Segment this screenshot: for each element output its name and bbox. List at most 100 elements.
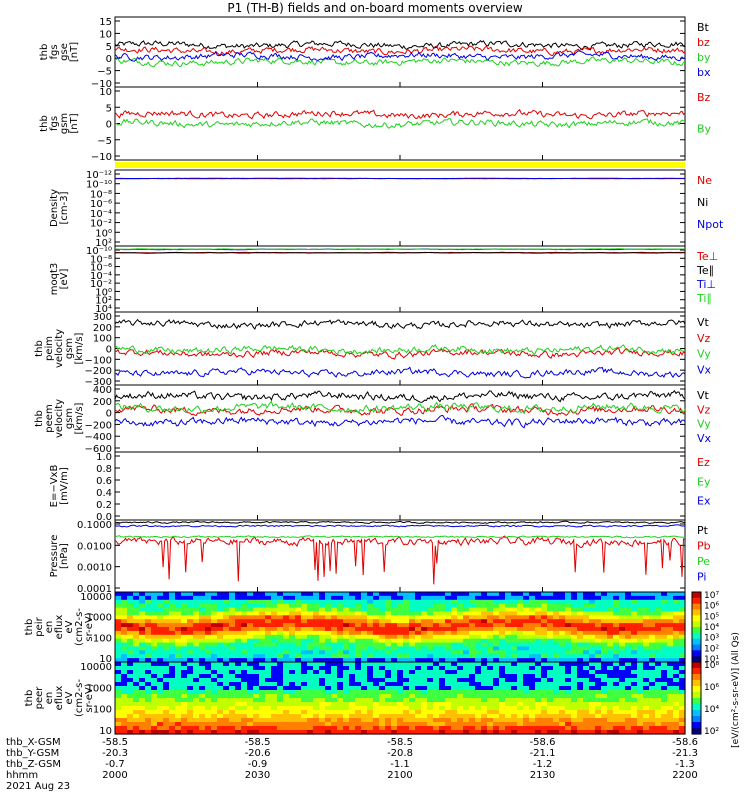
heatmap-cell <box>145 718 152 723</box>
heatmap-cell <box>241 726 248 731</box>
heatmap-cell <box>373 603 380 609</box>
heatmap-cell <box>517 627 524 632</box>
heatmap-cell <box>337 718 344 723</box>
heatmap-cell <box>583 638 590 644</box>
heatmap-cell <box>349 619 356 624</box>
heatmap-cell <box>559 722 566 727</box>
heatmap-cell <box>373 619 380 624</box>
heatmap-cell <box>199 630 206 636</box>
heatmap-cell <box>487 642 494 648</box>
heatmap-cell <box>595 611 602 616</box>
heatmap-cell <box>265 666 272 671</box>
heatmap-cell <box>385 592 392 597</box>
heatmap-cell <box>205 730 212 735</box>
heatmap-cell <box>259 690 266 695</box>
heatmap-cell <box>463 702 470 707</box>
heatmap-cell <box>631 603 638 609</box>
heatmap-cell <box>487 718 494 723</box>
heatmap-cell <box>325 607 332 613</box>
heatmap-cell <box>349 595 356 601</box>
legend-Bz: Bz <box>697 91 711 104</box>
heatmap-cell <box>271 670 278 675</box>
heatmap-cell <box>583 646 590 651</box>
heatmap-cell <box>193 690 200 695</box>
heatmap-cell <box>343 592 350 597</box>
heatmap-cell <box>469 627 476 632</box>
heatmap-cell <box>253 706 260 711</box>
heatmap-cell <box>547 694 554 699</box>
heatmap-cell <box>223 627 230 632</box>
heatmap-cell <box>523 615 530 620</box>
heatmap-cell <box>397 690 404 695</box>
heatmap-cell <box>595 603 602 609</box>
ylabel-fgs-gse: gse <box>59 43 70 61</box>
heatmap-cell <box>247 702 254 707</box>
heatmap-cell <box>241 722 248 727</box>
heatmap-cell <box>385 627 392 632</box>
heatmap-cell <box>565 726 572 731</box>
heatmap-cell <box>517 702 524 707</box>
heatmap-cell <box>259 694 266 699</box>
heatmap-cell <box>487 638 494 644</box>
heatmap-cell <box>133 674 140 679</box>
heatmap-cell <box>259 698 266 703</box>
heatmap-cell <box>289 690 296 695</box>
heatmap-cell <box>631 654 638 659</box>
ylabel-fgs-gse: thb <box>39 44 50 61</box>
heatmap-cell <box>553 595 560 601</box>
heatmap-cell <box>475 611 482 616</box>
heatmap-cell <box>235 678 242 683</box>
heatmap-cell <box>529 694 536 699</box>
heatmap-cell <box>133 619 140 624</box>
heatmap-cell <box>349 654 356 659</box>
heatmap-cell <box>361 718 368 723</box>
heatmap-cell <box>139 642 146 648</box>
heatmap-cell <box>403 638 410 644</box>
ytick-label-temperature: 10⁻⁶ <box>90 263 112 274</box>
heatmap-cell <box>433 603 440 609</box>
heatmap-cell <box>121 615 128 620</box>
colorbar-cell <box>692 645 701 648</box>
heatmap-cell <box>397 646 404 651</box>
heatmap-cell <box>193 592 200 597</box>
heatmap-cell <box>133 603 140 609</box>
heatmap-cell <box>421 642 428 648</box>
heatmap-cell <box>673 698 680 703</box>
heatmap-cell <box>511 607 518 613</box>
heatmap-cell <box>511 654 518 659</box>
heatmap-cell <box>289 642 296 648</box>
heatmap-cell <box>577 730 584 735</box>
heatmap-cell <box>175 722 182 727</box>
heatmap-cell <box>367 654 374 659</box>
heatmap-cell <box>511 615 518 620</box>
heatmap-cell <box>499 670 506 675</box>
heatmap-cell <box>547 670 554 675</box>
heatmap-cell <box>223 730 230 735</box>
heatmap-cell <box>259 615 266 620</box>
heatmap-cell <box>379 674 386 679</box>
heatmap-cell <box>283 682 290 687</box>
heatmap-cell <box>619 615 626 620</box>
heatmap-cell <box>391 650 398 655</box>
heatmap-cell <box>145 670 152 675</box>
heatmap-cell <box>427 650 434 655</box>
heatmap-cell <box>379 678 386 683</box>
heatmap-cell <box>151 619 158 624</box>
heatmap-cell <box>415 682 422 687</box>
heatmap-cell <box>217 674 224 679</box>
heatmap-cell <box>217 666 224 671</box>
colorbar-tick: 10⁶ <box>704 602 719 612</box>
colorbar-tick: 10⁶ <box>704 683 719 693</box>
heatmap-cell <box>661 638 668 644</box>
heatmap-cell <box>439 662 446 667</box>
heatmap-cell <box>115 638 122 644</box>
heatmap-cell <box>487 670 494 675</box>
heatmap-cell <box>229 674 236 679</box>
heatmap-cell <box>463 615 470 620</box>
heatmap-cell <box>343 634 350 640</box>
heatmap-cell <box>409 714 416 719</box>
heatmap-cell <box>589 678 596 683</box>
heatmap-cell <box>319 619 326 624</box>
heatmap-cell <box>283 607 290 613</box>
heatmap-cell <box>679 654 686 659</box>
